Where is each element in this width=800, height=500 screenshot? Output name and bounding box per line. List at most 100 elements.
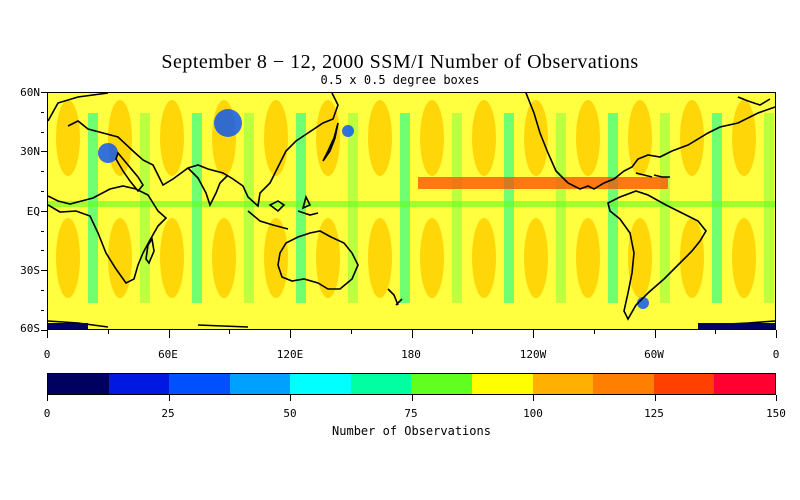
low-count-strip [712,113,722,303]
low-count-strip [660,113,670,303]
chart-title: September 8 − 12, 2000 SSM/I Number of O… [161,51,639,73]
tick-mark [41,231,44,232]
high-count-patch [524,100,548,176]
colorbar-swatch [169,374,230,394]
low-count-strip [764,113,774,303]
tick-mark [41,151,47,152]
high-count-patch [160,100,184,176]
chart-subtitle: 0.5 x 0.5 degree boxes [320,73,480,87]
tick-mark [41,112,44,113]
tick-mark [290,330,291,338]
low-count-strip [88,113,98,303]
colorbar-swatch [472,374,533,394]
tick-mark [47,395,48,401]
tick-mark [41,191,44,192]
australia-coast [277,230,359,290]
low-count-strip [244,113,254,303]
africa-coast [48,185,168,285]
tick-mark [412,330,413,338]
high-count-patch [368,218,392,298]
observation-map [47,92,776,330]
india-coast [187,167,229,208]
low-count-strip [504,113,514,303]
caribbean-coast [635,172,670,178]
low-count-strip [556,113,566,303]
y-tick-label: 30N [20,145,40,158]
colorbar-swatch [290,374,351,394]
tick-mark [655,395,656,401]
colorbar-label: 125 [644,407,664,420]
tick-mark [41,132,44,133]
colorbar-label: 25 [161,407,175,420]
colorbar-title: Number of Observations [332,424,491,438]
high-count-patch [108,218,132,298]
x-tick-label: 60W [644,348,664,361]
high-count-patch [732,218,756,298]
tick-mark [169,330,170,338]
tick-mark [41,270,47,271]
y-tick-label: 60N [20,86,40,99]
colorbar-swatch [229,374,291,394]
colorbar-swatch [108,374,170,394]
tick-mark [229,330,230,334]
high-count-patch [732,100,756,176]
tick-mark [41,92,47,93]
tick-mark [533,395,534,401]
high-count-patch [316,100,340,176]
observation-bands [48,100,775,309]
japan-coast [322,122,339,162]
colorbar-swatch [411,374,473,394]
tick-mark [41,250,44,251]
high-count-patch [368,100,392,176]
tick-mark [715,330,716,334]
greenland-coast [737,96,771,106]
high-count-patch [264,218,288,298]
tick-mark [47,330,48,338]
tick-mark [655,330,656,338]
high-count-patch [680,218,704,298]
high-count-patch [420,100,444,176]
high-count-patch [160,218,184,298]
high-count-patch [680,100,704,176]
colorbar-swatch [714,374,775,394]
south-america-coast [607,190,707,321]
low-observation-patch [98,143,118,163]
y-tick-label: 60S [20,322,40,335]
low-count-strip [348,113,358,303]
colorbar-swatch [48,374,109,394]
tick-mark [472,330,473,334]
tick-mark [290,395,291,401]
high-count-patch [628,218,652,298]
x-tick-label: 0 [43,348,51,361]
madagascar-coast [145,236,155,265]
tick-mark [41,211,47,212]
high-count-patch [212,218,236,298]
x-tick-label: 120W [519,348,547,361]
newzealand-coast [387,288,403,306]
tick-mark [776,330,777,338]
colorbar-label: 100 [523,407,543,420]
high-count-patch [472,100,496,176]
arabia-coast [115,151,144,193]
x-tick-label: 120E [276,348,304,361]
high-count-patch [628,100,652,176]
high-count-patch [316,218,340,298]
low-observation-patch [342,125,354,137]
x-tick-label: 60E [158,348,178,361]
colorbar-swatch [532,374,594,394]
low-count-strip [296,113,306,303]
colorbar-swatch [593,374,654,394]
high-count-patch [56,100,80,176]
high-count-patch [576,100,600,176]
map-canvas [48,93,775,329]
high-count-patch [264,100,288,176]
colorbar-label: 75 [404,407,418,420]
tick-mark [108,330,109,334]
equatorial-band [48,201,775,207]
y-tick-label: EQ [26,205,40,218]
tick-mark [41,171,44,172]
x-tick-label: 0 [772,348,780,361]
tick-mark [776,395,777,401]
indonesia-coast [247,194,319,230]
low-count-strip [192,113,202,303]
